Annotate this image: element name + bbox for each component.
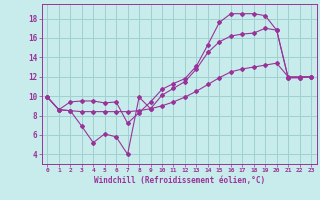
X-axis label: Windchill (Refroidissement éolien,°C): Windchill (Refroidissement éolien,°C) <box>94 176 265 185</box>
